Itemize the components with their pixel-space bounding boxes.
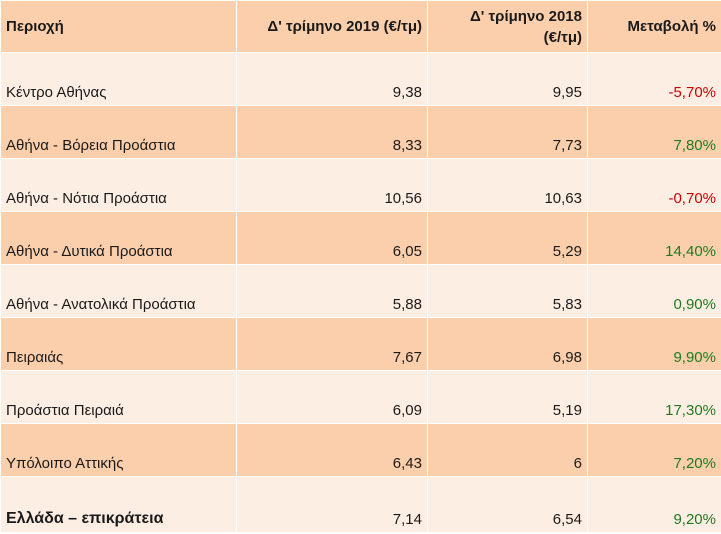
header-q4-2018-line1: Δ' τρίμηνο 2018 [469,7,582,25]
cell-region: Ελλάδα – επικράτεια [0,476,237,533]
cell-q4-2018: 6,54 [427,476,588,533]
cell-change: 17,30% [587,370,721,424]
cell-q4-2018: 5,83 [427,264,588,318]
table-row: Ελλάδα – επικράτεια 7,14 6,54 9,20% [0,476,721,533]
header-q4-2018-line2: (€/τμ) [543,28,582,46]
cell-change: -5,70% [587,52,721,106]
header-q4-2018-label: Δ' τρίμηνο 2018 (€/τμ) [470,6,582,48]
header-row: Περιοχή Δ' τρίμηνο 2019 (€/τμ) Δ' τρίμην… [0,0,721,53]
header-change: Μεταβολή % [587,0,721,53]
cell-change: 9,90% [587,317,721,371]
table-row: Αθήνα - Ανατολικά Προάστια 5,88 5,83 0,90% [0,264,721,318]
cell-region: Αθήνα - Νότια Προάστια [0,158,237,212]
cell-q4-2018: 6,98 [427,317,588,371]
cell-q4-2018: 10,63 [427,158,588,212]
cell-region: Πειραιάς [0,317,237,371]
cell-q4-2019: 9,38 [236,52,428,106]
table-row: Αθήνα - Δυτικά Προάστια 6,05 5,29 14,40% [0,211,721,265]
cell-q4-2019: 7,67 [236,317,428,371]
cell-q4-2019: 8,33 [236,105,428,159]
cell-change: 9,20% [587,476,721,533]
cell-region: Αθήνα - Δυτικά Προάστια [0,211,237,265]
cell-change: 7,80% [587,105,721,159]
table-row: Αθήνα - Βόρεια Προάστια 8,33 7,73 7,80% [0,105,721,159]
table-row: Αθήνα - Νότια Προάστια 10,56 10,63 -0,70% [0,158,721,212]
cell-q4-2019: 10,56 [236,158,428,212]
cell-region: Προάστια Πειραιά [0,370,237,424]
cell-q4-2018: 7,73 [427,105,588,159]
cell-q4-2019: 6,05 [236,211,428,265]
table-row: Κέντρο Αθήνας 9,38 9,95 -5,70% [0,52,721,106]
cell-region: Αθήνα - Βόρεια Προάστια [0,105,237,159]
cell-q4-2018: 6 [427,423,588,477]
header-q4-2019: Δ' τρίμηνο 2019 (€/τμ) [236,0,428,53]
cell-change: 0,90% [587,264,721,318]
cell-q4-2019: 5,88 [236,264,428,318]
header-region: Περιοχή [0,0,237,53]
cell-q4-2019: 6,09 [236,370,428,424]
cell-change: -0,70% [587,158,721,212]
cell-region: Κέντρο Αθήνας [0,52,237,106]
table-row: Προάστια Πειραιά 6,09 5,19 17,30% [0,370,721,424]
header-q4-2018: Δ' τρίμηνο 2018 (€/τμ) [427,0,588,53]
cell-q4-2018: 5,19 [427,370,588,424]
table-row: Υπόλοιπο Αττικής 6,43 6 7,20% [0,423,721,477]
table-header: Περιοχή Δ' τρίμηνο 2019 (€/τμ) Δ' τρίμην… [0,0,721,53]
cell-change: 7,20% [587,423,721,477]
table-row: Πειραιάς 7,67 6,98 9,90% [0,317,721,371]
cell-change: 14,40% [587,211,721,265]
cell-region: Αθήνα - Ανατολικά Προάστια [0,264,237,318]
cell-q4-2018: 9,95 [427,52,588,106]
cell-q4-2019: 6,43 [236,423,428,477]
table-body: Κέντρο Αθήνας 9,38 9,95 -5,70% Αθήνα - Βόρει… [0,52,721,533]
cell-q4-2018: 5,29 [427,211,588,265]
cell-q4-2019: 7,14 [236,476,428,533]
cell-region: Υπόλοιπο Αττικής [0,423,237,477]
